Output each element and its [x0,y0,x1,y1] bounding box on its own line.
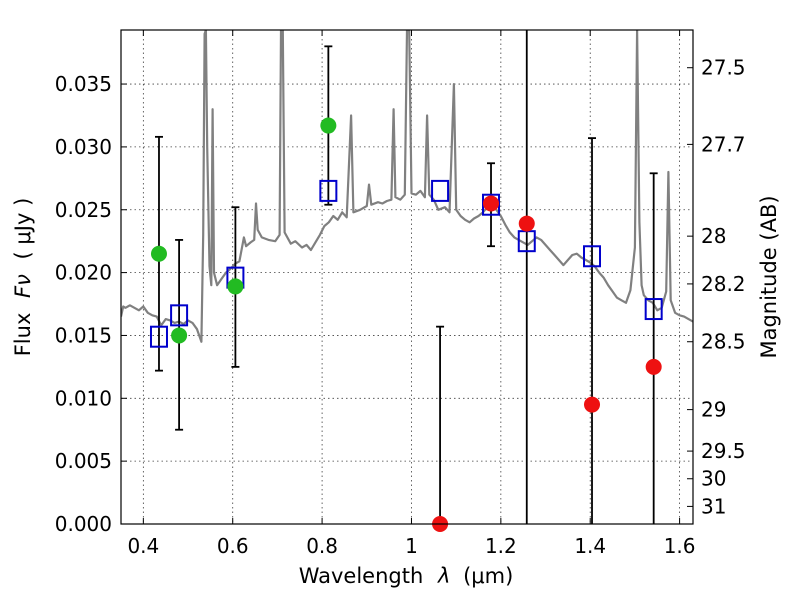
model-photometry-square [431,179,450,202]
y-tick-label: 0.015 [55,323,112,347]
x-tick-label: 1.2 [485,534,517,558]
observed-point-green [320,117,337,134]
x-tick-label: 0.6 [217,534,249,558]
y-tick-label: 0.010 [55,386,112,410]
spectrum-line [121,30,693,343]
y2-tick-label: 29 [701,398,726,422]
observed-point-red [483,195,500,212]
y2-tick-label: 28.5 [701,330,746,354]
y-tick-label: 0.035 [55,72,112,96]
y2-tick-label: 27.7 [701,132,746,156]
observed-point-red [584,396,601,413]
model-photometry-square [583,245,602,268]
plot-series [121,30,693,343]
y2-tick-label: 28.2 [701,272,746,296]
model-photometry-square [170,304,189,327]
model-photometry-square [319,179,338,202]
model-photometry-square [644,298,663,321]
observed-point-green [227,278,244,295]
grid [121,30,693,524]
plot-frame [120,29,694,525]
y-axis-title: Flux Fν ( μJy ) [11,198,35,357]
y-tick-label: 0.000 [55,512,112,536]
model-photometry-square [482,193,501,216]
y-tick-label: 0.005 [55,449,112,473]
x-tick-label: 1.4 [574,534,606,558]
y-tick-label: 0.030 [55,135,112,159]
observed-point-red [645,358,662,375]
y2-tick-label: 31 [701,494,726,518]
x-tick-label: 1 [405,534,418,558]
model-photometry-square [149,325,168,348]
x-tick-label: 1.6 [664,534,696,558]
observed-point-green [150,245,167,262]
y-tick-label: 0.020 [55,261,112,285]
y2-tick-label: 27.5 [701,56,746,80]
y2-tick-label: 28 [701,224,726,248]
y2-tick-label: 30 [701,467,726,491]
x-tick-label: 0.4 [127,534,159,558]
y-tick-label: 0.025 [55,198,112,222]
x-axis-ticks: 0.4 0.6 0.8 1 1.2 1.4 1.6 [127,30,696,558]
x-tick-label: 0.8 [306,534,338,558]
observed-point-green [171,327,188,344]
y2-tick-label: 29.5 [701,439,746,463]
y2-axis-ticks: 27.5 27.7 28 28.2 28.5 29 29.5 30 31 [687,56,746,518]
y2-axis-title: Magnitude (AB) [757,195,781,358]
plot-marks [149,30,663,532]
x-axis-title: Wavelength λ (μm) [299,564,514,588]
y-axis-ticks: 0.000 0.005 0.010 0.015 0.020 0.025 0.030 0.035 [55,72,127,536]
observed-point-red [518,215,535,232]
